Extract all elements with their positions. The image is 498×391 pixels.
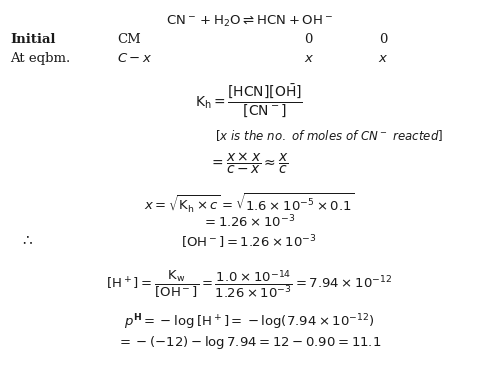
Text: $\mathrm{K_h} = \dfrac{\mathrm{[HCN][O\bar{H}]}}{\mathrm{[CN^-]}}$: $\mathrm{K_h} = \dfrac{\mathrm{[HCN][O\b… <box>195 82 303 118</box>
Text: $p^{\mathbf{H}} = -\log\mathrm{[H^+]} = -\log(7.94 \times 10^{-12})$: $p^{\mathbf{H}} = -\log\mathrm{[H^+]} = … <box>124 313 374 332</box>
Text: $\mathrm{[H^+]} = \dfrac{\mathrm{K_w}}{\mathrm{[OH^-]}} = \dfrac{1.0 \times 10^{: $\mathrm{[H^+]} = \dfrac{\mathrm{K_w}}{\… <box>106 268 392 300</box>
Text: $= \dfrac{x \times x}{c-x} \approx \dfrac{x}{c}$: $= \dfrac{x \times x}{c-x} \approx \dfra… <box>209 151 289 176</box>
Text: $C - x$: $C - x$ <box>117 52 152 65</box>
Text: $= -(-12) - \log 7.94 = 12 - 0.90 = 11.1$: $= -(-12) - \log 7.94 = 12 - 0.90 = 11.1… <box>117 334 381 351</box>
Text: $[x\ \mathit{is\ the\ no.\ of\ moles\ of\ CN^-\ reacted}]$: $[x\ \mathit{is\ the\ no.\ of\ moles\ of… <box>215 128 443 143</box>
Text: Initial: Initial <box>10 33 55 46</box>
Text: $= 1.26 \times 10^{-3}$: $= 1.26 \times 10^{-3}$ <box>202 214 296 230</box>
Text: $\mathrm{[OH^-]} = 1.26 \times 10^{-3}$: $\mathrm{[OH^-]} = 1.26 \times 10^{-3}$ <box>181 233 317 251</box>
Text: $\mathrm{CN^- + H_2O \rightleftharpoons HCN + OH^-}$: $\mathrm{CN^- + H_2O \rightleftharpoons … <box>166 14 332 29</box>
Text: At eqbm.: At eqbm. <box>10 52 70 65</box>
Text: 0: 0 <box>305 33 313 46</box>
Text: $x$: $x$ <box>304 52 314 65</box>
Text: CM: CM <box>117 33 141 46</box>
Text: $x$: $x$ <box>378 52 388 65</box>
Text: $x = \sqrt{\mathrm{K_h} \times c} = \sqrt{1.6 \times 10^{-5} \times 0.1}$: $x = \sqrt{\mathrm{K_h} \times c} = \sqr… <box>144 192 354 215</box>
Text: 0: 0 <box>379 33 387 46</box>
Text: $\therefore$: $\therefore$ <box>20 233 34 248</box>
